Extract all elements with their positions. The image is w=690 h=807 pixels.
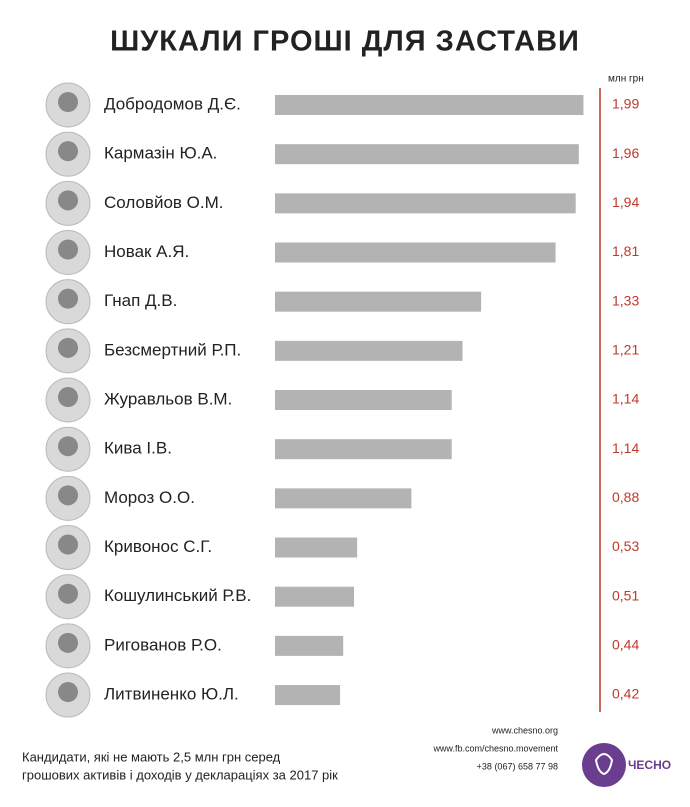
category-label: Гнап Д.В. xyxy=(104,291,177,310)
value-label: 0,88 xyxy=(612,489,639,505)
category-label: Безсмертний Р.П. xyxy=(104,340,241,359)
value-label: 0,53 xyxy=(612,538,639,554)
logo-icon xyxy=(594,753,614,776)
bar xyxy=(275,537,358,558)
category-label: Мороз О.О. xyxy=(104,488,195,507)
chart-title: ШУКАЛИ ГРОШІ ДЛЯ ЗАСТАВИ xyxy=(110,26,580,58)
value-label: 0,44 xyxy=(612,637,639,653)
bar xyxy=(275,95,584,115)
value-label: 1,94 xyxy=(612,194,639,210)
contact: +38 (067) 658 77 98 xyxy=(477,761,558,771)
value-label: 1,99 xyxy=(612,96,639,112)
category-label: Литвиненко Ю.Л. xyxy=(104,685,239,704)
category-label: Кармазін Ю.А. xyxy=(104,144,217,163)
contact: www.fb.com/chesno.movement xyxy=(432,743,558,753)
brand: ЧЕСНО xyxy=(628,758,671,772)
photo-head xyxy=(58,190,78,211)
value-label: 1,96 xyxy=(612,145,639,161)
value-label: 1,14 xyxy=(612,391,639,407)
bar xyxy=(275,488,412,509)
category-label: Соловйов О.М. xyxy=(104,193,224,212)
bar xyxy=(275,144,579,165)
value-label: 1,14 xyxy=(612,440,639,456)
bar xyxy=(275,635,344,656)
bar xyxy=(275,242,556,263)
value-label: 1,21 xyxy=(612,342,639,358)
value-label: 0,51 xyxy=(612,587,639,603)
logo xyxy=(582,743,626,787)
photo-head xyxy=(58,436,78,457)
photo-head xyxy=(58,141,78,162)
bar xyxy=(275,291,482,312)
photo-head xyxy=(58,239,78,260)
photo-head xyxy=(58,534,78,555)
category-label: Ригованов Р.О. xyxy=(104,635,222,654)
bar xyxy=(275,340,463,361)
photo-head xyxy=(58,583,78,604)
bar xyxy=(275,586,355,607)
contact: www.chesno.org xyxy=(491,725,558,735)
category-label: Новак А.Я. xyxy=(104,242,189,261)
unit-label: млн грн xyxy=(608,74,644,85)
category-label: Добродомов Д.Є. xyxy=(104,94,241,113)
category-label: Кива І.В. xyxy=(104,439,172,458)
photo-head xyxy=(58,485,78,506)
category-label: Кривонос С.Г. xyxy=(104,537,212,556)
photo-head xyxy=(58,682,78,703)
footnote: грошових активів і доходів у деклараціях… xyxy=(22,767,338,782)
value-label: 1,33 xyxy=(612,292,639,308)
value-label: 0,42 xyxy=(612,686,639,702)
photo-head xyxy=(58,387,78,408)
bar xyxy=(275,685,341,706)
bar xyxy=(275,390,452,411)
value-label: 1,81 xyxy=(612,243,639,259)
photo-head xyxy=(58,632,78,653)
category-label: Журавльов В.М. xyxy=(104,390,232,409)
footnote: Кандидати, які не мають 2,5 млн грн сере… xyxy=(22,749,281,764)
bar xyxy=(275,439,452,460)
photo-head xyxy=(58,92,78,112)
category-label: Кошулинський Р.В. xyxy=(104,586,251,605)
bar xyxy=(275,193,576,214)
photo-head xyxy=(58,288,78,309)
photo-head xyxy=(58,337,78,358)
